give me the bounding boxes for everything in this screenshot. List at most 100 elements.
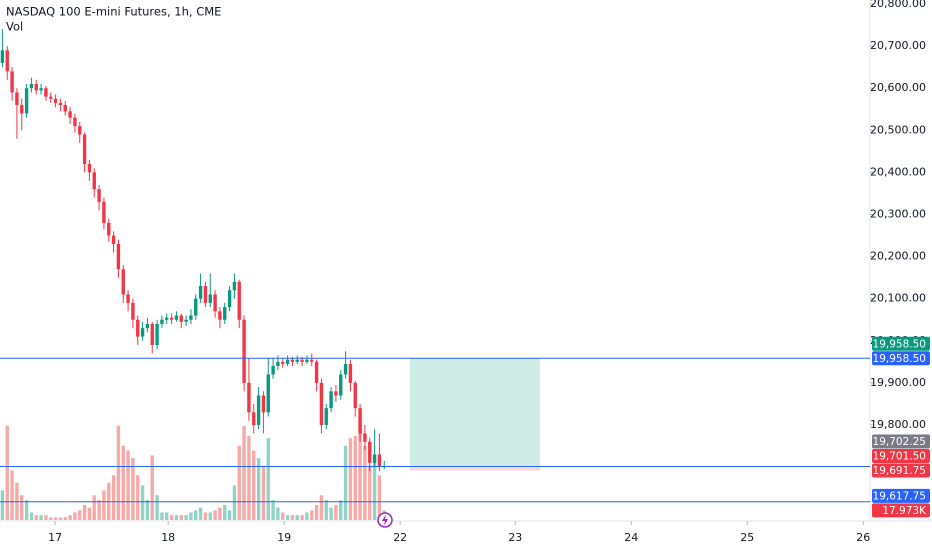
volume-label: Vol [6, 20, 23, 34]
candle-body [44, 88, 48, 97]
candle-body [223, 307, 227, 320]
candle-body [290, 359, 295, 362]
volume-bar [368, 465, 372, 520]
candle-body [107, 222, 111, 236]
volume-bar [353, 436, 357, 520]
candle-body [300, 359, 304, 362]
candle-body [368, 441, 372, 463]
volume-bar [34, 515, 38, 520]
volume-bar [227, 510, 232, 520]
price-tag [872, 449, 930, 464]
x-tick-label: 18 [161, 531, 175, 544]
volume-bar [145, 500, 150, 520]
candle-body [165, 317, 169, 320]
volume-bar [208, 512, 212, 520]
candle-body [285, 359, 290, 364]
candle-body [339, 374, 343, 396]
price-tag-label: 19,701.50 [873, 451, 926, 463]
candle-body [63, 105, 67, 112]
volume-bar [126, 450, 130, 520]
x-tick-label: 17 [48, 531, 62, 544]
volume-bar [285, 515, 290, 520]
volume-bar [194, 510, 198, 520]
candle-body [218, 311, 222, 320]
candle-body [247, 382, 251, 413]
x-tick-label: 22 [393, 531, 407, 544]
volume-bar [0, 490, 5, 520]
x-tick-label: 24 [624, 531, 638, 544]
candle-body [155, 323, 159, 345]
candle-body [194, 298, 198, 316]
volume-bar [150, 455, 154, 520]
volume-bar [232, 485, 237, 520]
candle-body [92, 172, 96, 190]
y-tick-label: 19,800.00 [870, 418, 926, 431]
volume-bar [324, 500, 328, 520]
volume-bar [24, 500, 29, 520]
volume-bar [78, 510, 82, 520]
price-tag [872, 351, 930, 366]
volume-bar [160, 512, 164, 520]
candle-body [87, 163, 92, 173]
volume-bar [58, 517, 63, 520]
volume-bar [281, 512, 285, 520]
y-tick-label: 20,500.00 [870, 123, 926, 136]
volume-bar [29, 512, 34, 520]
candle-body [121, 269, 125, 295]
volume-bar [44, 515, 48, 520]
volume-bar [53, 517, 58, 520]
y-tick-label: 20,400.00 [870, 165, 926, 178]
candle-body [179, 315, 183, 322]
volume-bar [339, 500, 343, 520]
candle-body [97, 189, 101, 202]
candle-body [53, 98, 58, 103]
volume-bar [348, 438, 353, 520]
candle-body [319, 382, 324, 425]
volume-bar [218, 507, 222, 520]
volume-bar [5, 425, 9, 520]
candle-body [78, 126, 82, 135]
candle-body [237, 281, 241, 320]
candle-body [150, 323, 154, 345]
volume-bar [87, 507, 92, 520]
candle-body [20, 105, 24, 114]
target-zone [409, 358, 540, 467]
candle-body [189, 315, 193, 320]
volume-bar [49, 517, 53, 520]
x-tick-label: 26 [856, 531, 870, 544]
y-tick-label: 20,200.00 [870, 250, 926, 263]
volume-bar [131, 458, 135, 520]
volume-bar [203, 512, 208, 520]
price-tag-label: 19,691.75 [873, 465, 926, 477]
candle-body [353, 382, 357, 409]
volume-bar [68, 515, 72, 520]
candle-body [15, 92, 19, 106]
candle-body [116, 243, 121, 270]
volume-bar [276, 507, 280, 520]
volume-bar [261, 465, 266, 520]
candle-body [203, 286, 208, 303]
volume-bar [300, 515, 304, 520]
candle-body [111, 235, 116, 244]
price-tag-label: 19,702.25 [873, 436, 926, 448]
candle-body [232, 281, 237, 291]
candle-body [276, 361, 280, 367]
price-tag-label: 17.973K [882, 505, 927, 517]
price-tag-label: 19,617.75 [873, 490, 926, 502]
volume-bar [247, 436, 251, 520]
candle-body [160, 319, 164, 324]
volume-bar [329, 507, 333, 520]
candle-body [10, 71, 14, 93]
volume-bar [39, 515, 43, 520]
price-tag [872, 503, 930, 518]
volume-bar [10, 470, 14, 520]
candle-body [126, 294, 130, 303]
volume-bar [179, 515, 183, 520]
y-tick-label: 20,600.00 [870, 81, 926, 94]
candle-body [343, 363, 348, 375]
price-tag [872, 434, 930, 449]
chart-title: NASDAQ 100 E-mini Futures, 1h, CME [6, 5, 221, 19]
volume-bar [372, 458, 377, 520]
volume-bar [20, 495, 24, 520]
